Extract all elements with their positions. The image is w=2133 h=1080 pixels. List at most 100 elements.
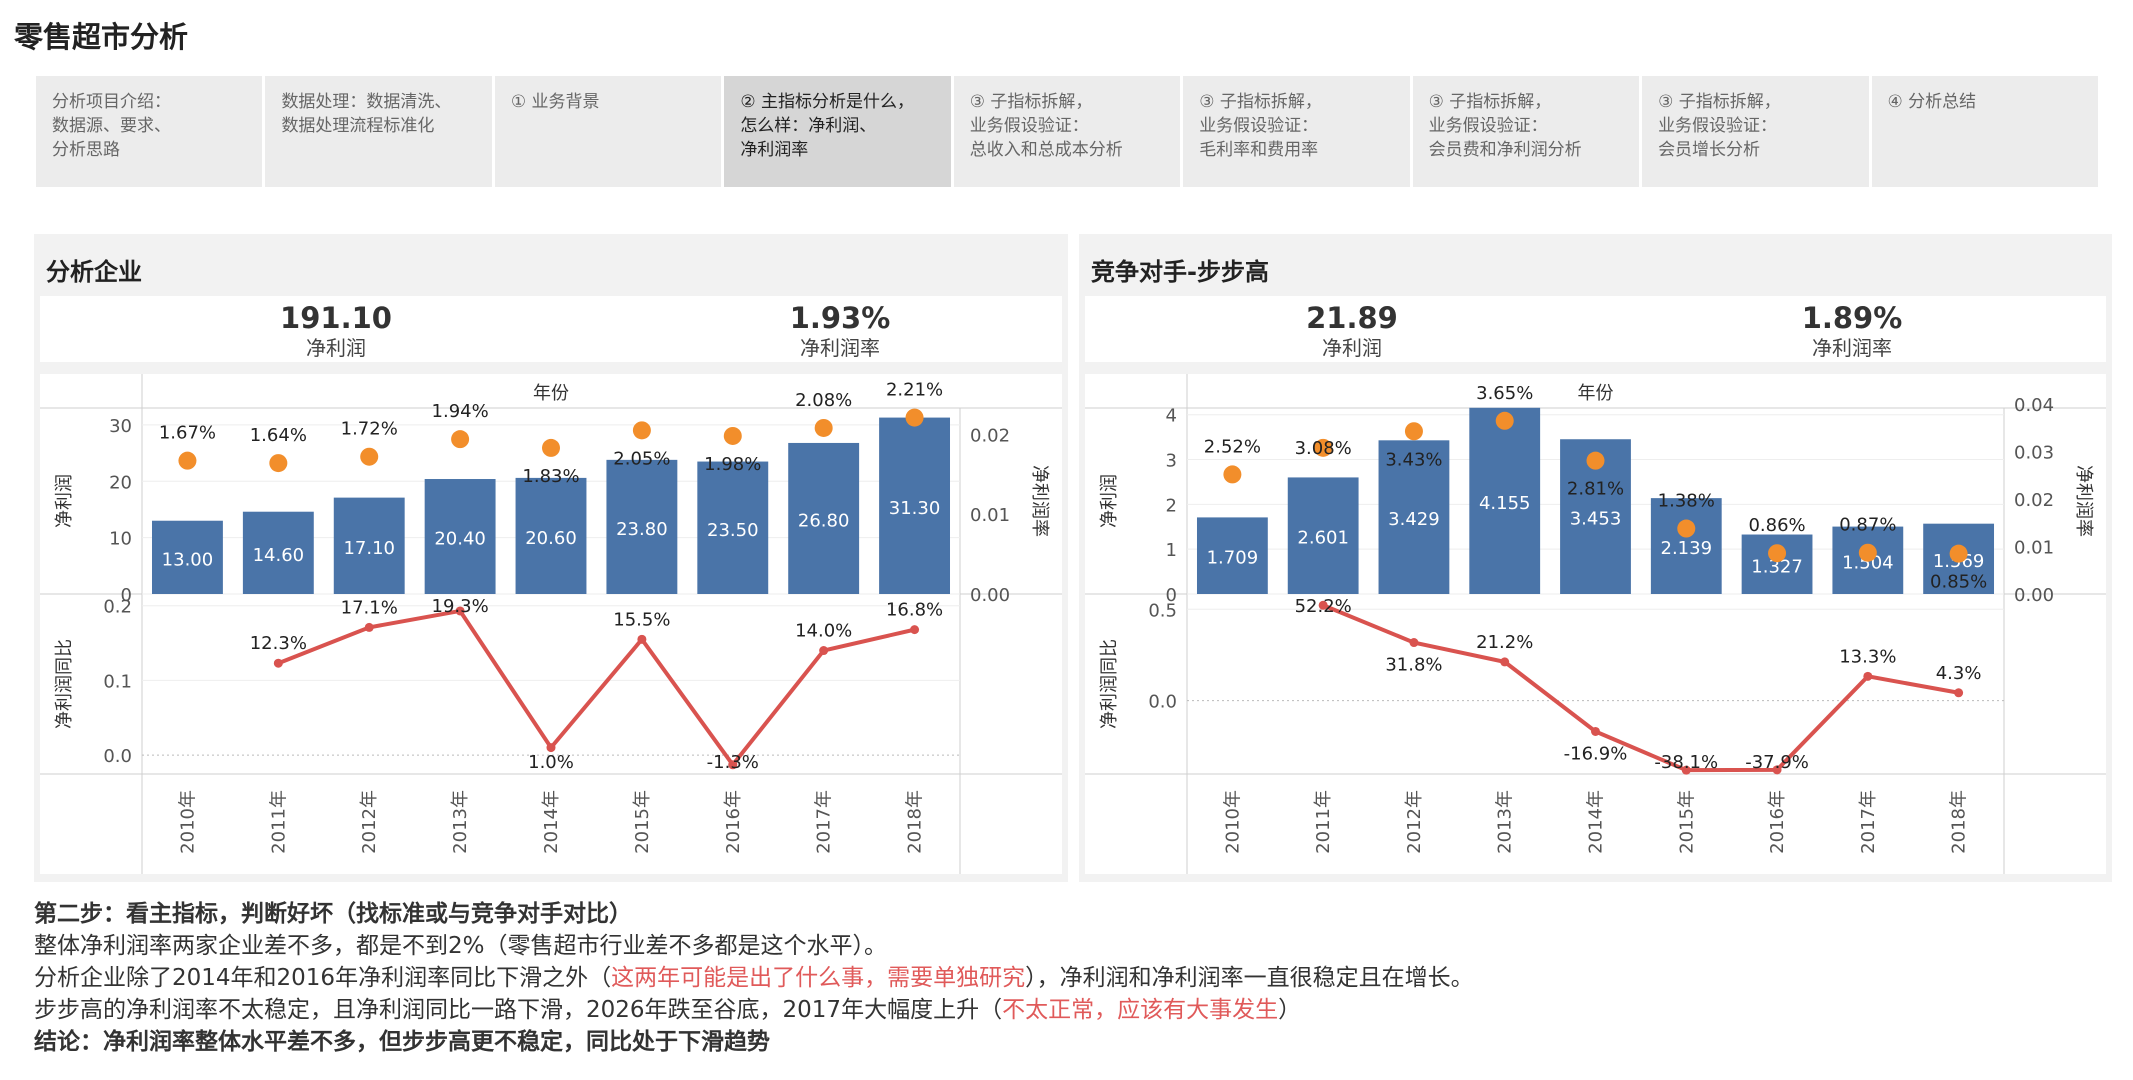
yoy-point [364,622,374,632]
kpi-value: 1.89% [1801,301,1903,335]
nav-tab-2[interactable]: 数据处理：数据清洗、 数据处理流程标准化 [265,76,492,187]
dot-value-label: 1.72% [341,419,398,440]
x-axis-tick: 2010年 [177,790,198,854]
yoy-axis-tick: 0.2 [103,597,132,618]
kpi-value: 21.89 [1306,301,1398,335]
panel-competitor: 竞争对手-步步高 21.89 净利润 1.89% 净利润率 年份 0 1 2 3 4 0.0… [1079,234,2112,882]
nav-tab-6[interactable]: ③ 子指标拆解， 业务假设验证： 毛利率和费用率 [1183,76,1410,187]
dot-value-label: 3.08% [1295,438,1352,459]
yoy-value-label: 1.0% [528,752,574,773]
right-axis-title: 净利润率 [2073,465,2094,537]
left-axis-tick: 0 [1166,585,1177,606]
kpi-row: 21.89 净利润 1.89% 净利润率 [1085,296,2106,362]
panel-title: 竞争对手-步步高 [1091,258,1269,286]
dot-net-margin [1495,411,1514,430]
x-axis-tick: 2012年 [1404,790,1425,854]
x-axis-tick: 2014年 [541,790,562,854]
left-axis-tick: 30 [109,416,132,437]
left-axis-title: 净利润 [1099,474,1120,528]
dot-value-label: 2.08% [795,390,852,411]
dot-net-margin [1949,544,1968,563]
yoy-value-label: 19.3% [432,596,489,617]
yoy-point [455,606,465,616]
right-axis-tick: 0.01 [2014,538,2054,559]
yoy-value-label: 21.2% [1476,632,1533,653]
bar-net-profit [1196,517,1268,594]
x-axis-tick: 2018年 [1949,790,1970,854]
panel-company: 分析企业 191.10 净利润 1.93% 净利润率 年份 0 10 20 30 0.00… [34,234,1068,882]
yoy-axis-tick: 0.5 [1148,600,1177,621]
yoy-value-label: 31.8% [1385,655,1442,676]
dot-value-label: 1.67% [159,423,216,444]
right-axis-tick: 0.02 [2014,490,2054,511]
right-axis-tick: 0.02 [970,425,1010,446]
nav-tab-7[interactable]: ③ 子指标拆解， 业务假设验证： 会员费和净利润分析 [1412,76,1640,187]
yoy-point [273,658,283,668]
notes-heading: 第二步：看主指标，判断好坏（找标准或与竞争对手对比） [34,901,632,927]
yoy-value-label: 15.5% [613,609,670,630]
bar-net-profit [1469,407,1541,594]
yoy-value-label: 13.3% [1839,646,1896,667]
dot-net-margin [1404,422,1423,441]
x-axis-tick: 2017年 [1858,790,1879,854]
bar-value-label: 13.00 [162,549,214,570]
notes-text: ），净利润和净利润率一直很稳定且在增长。 [1025,965,1474,991]
notes-line: 步步高的净利润率不太稳定，且净利润同比一路下滑，2026年跌至谷底，2017年大… [34,994,2104,1026]
dot-net-margin [1677,519,1696,538]
notes-text: ） [1278,997,1302,1023]
yoy-value-label: -16.9% [1564,743,1628,764]
dot-net-margin [1223,465,1242,484]
nav-tab-5[interactable]: ③ 子指标拆解， 业务假设验证： 总收入和总成本分析 [953,76,1181,187]
kpi-row: 191.10 净利润 1.93% 净利润率 [40,296,1062,362]
x-axis-tick: 2016年 [1767,790,1788,854]
bar-value-label: 20.40 [434,529,486,550]
bar-value-label: 2.139 [1661,538,1713,559]
bar-value-label: 4.155 [1479,493,1531,514]
kpi-label: 净利润 [1322,336,1382,360]
yoy-axis-tick: 0.1 [103,671,132,692]
x-axis-tick: 2015年 [1676,790,1697,854]
nav-tab-9[interactable]: ④ 分析总结 [1871,76,2098,187]
yoy-value-label: 12.3% [250,633,307,654]
yoy-point [1772,765,1782,775]
yoy-axis-title: 净利润同比 [54,639,75,729]
nav-tab-8[interactable]: ③ 子指标拆解， 业务假设验证： 会员增长分析 [1642,76,1869,187]
left-axis-tick: 10 [109,529,132,550]
notes-conclusion: 结论：净利润率整体水平差不多，但步步高更不稳定，同比处于下滑趋势 [34,1029,770,1055]
bar-net-profit [606,459,678,594]
bar-net-profit [879,417,951,594]
yoy-point [546,743,556,753]
left-axis-title: 净利润 [54,474,75,528]
nav-tab-3[interactable]: ① 业务背景 [494,76,722,187]
dot-value-label: 0.85% [1930,572,1987,593]
kpi-net-margin: 1.93% 净利润率 [690,296,990,360]
dot-value-label: 1.38% [1658,491,1715,512]
right-axis-tick: 0.00 [970,585,1010,606]
line-net-profit-yoy [1322,603,1959,773]
kpi-label: 净利润率 [1812,336,1892,360]
yoy-value-label: 14.0% [795,621,852,642]
yoy-point [819,646,829,656]
bar-value-label: 26.80 [798,510,850,531]
nav-tab-1[interactable]: 分析项目介绍： 数据源、要求、 分析思路 [36,76,263,187]
analysis-notes: 第二步：看主指标，判断好坏（找标准或与竞争对手对比） 整体净利润率两家企业差不多… [34,898,2104,1058]
bar-net-profit [1378,440,1450,594]
yoy-value-label: 4.3% [1936,663,1982,684]
bar-value-label: 20.60 [525,528,577,549]
yoy-point [1318,600,1328,610]
kpi-label: 净利润 [306,336,366,360]
dot-value-label: 0.86% [1748,515,1805,536]
column-header: 年份 [1578,383,1614,404]
dot-value-label: 2.81% [1567,479,1624,500]
kpi-label: 净利润率 [800,336,880,360]
nav-tab-4[interactable]: ② 主指标分析是什么， 怎么样：净利润、 净利润率 [724,76,951,187]
x-axis-tick: 2015年 [632,790,653,854]
notes-line: 分析企业除了2014年和2016年净利润率同比下滑之外（这两年可能是出了什么事，… [34,962,2104,994]
x-axis-tick: 2016年 [723,790,744,854]
chart-competitor: 年份 0 1 2 3 4 0.00 0.01 0.02 0.03 0.04 净利润 净利润率 1.709 2… [1085,374,2106,874]
yoy-value-label: 52.2% [1295,596,1352,617]
left-axis-tick: 4 [1166,406,1177,427]
yoy-value-label: 16.8% [886,600,943,621]
x-axis-tick: 2013年 [1495,790,1516,854]
notes-line: 整体净利润率两家企业差不多，都是不到2%（零售超市行业差不多都是这个水平）。 [34,933,887,959]
